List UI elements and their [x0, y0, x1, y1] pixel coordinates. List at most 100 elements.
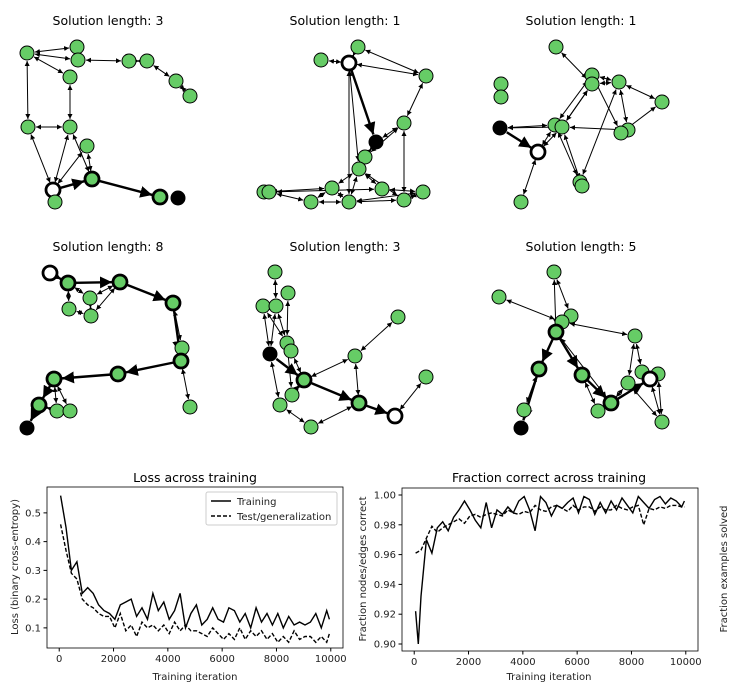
graph-edge: [563, 134, 581, 179]
solution-edge: [99, 179, 153, 198]
plot-frame: [46, 486, 344, 649]
graph-edge: [153, 65, 170, 77]
graph-edge: [276, 192, 304, 202]
legend-label: Test/generalization: [236, 512, 331, 523]
graph-edge: [569, 321, 628, 337]
graph-node: [620, 375, 636, 391]
x-tick-label: 10000: [315, 654, 347, 665]
graph-node: [493, 76, 509, 92]
graph-edge: [551, 279, 559, 325]
plot-frame: [401, 487, 699, 652]
graph-edge: [262, 313, 271, 347]
graph-edge: [556, 279, 569, 309]
graph-edge: [632, 388, 658, 417]
graph-edge: [626, 84, 655, 100]
graph-node: [280, 285, 296, 301]
solution-edge: [366, 403, 388, 415]
x-tick-label: 10000: [670, 657, 702, 668]
graph-edge: [43, 404, 53, 412]
graph-node: [396, 192, 412, 208]
loss-chart: Loss across training Training iteration …: [10, 470, 347, 683]
graph-node: [374, 181, 390, 197]
graph-node: [62, 403, 78, 419]
graph-node: [182, 399, 198, 415]
solution-edge: [125, 361, 174, 376]
graph-edge: [656, 381, 664, 415]
graph-node: [516, 402, 532, 418]
graph-edge: [95, 287, 116, 311]
graph-edge: [635, 343, 642, 365]
graph-edge: [293, 383, 303, 392]
panel-title: Solution length: 3: [290, 239, 401, 254]
y-tick-label: 0.4: [25, 537, 41, 548]
graph-edge: [52, 386, 59, 404]
end-node: [492, 120, 508, 136]
graph-edge: [328, 58, 342, 65]
x-tick-label: 6000: [564, 657, 589, 668]
solution-edge: [559, 338, 579, 369]
graph-edge: [24, 60, 31, 120]
graph-edge: [277, 313, 286, 336]
series-line-training: [414, 494, 686, 645]
graph-edge: [569, 125, 621, 132]
graph-edge: [353, 363, 361, 396]
graph-edge: [350, 176, 358, 195]
graph-node: [341, 194, 357, 210]
graph-edge: [543, 132, 557, 147]
panel-title: Solution length: 1: [290, 13, 401, 28]
solution-edge: [29, 407, 42, 422]
graph-node: [415, 184, 431, 200]
graph-edge: [270, 361, 280, 398]
graph-edge: [272, 279, 279, 299]
graph-node: [654, 414, 670, 430]
x-tick-label: 8000: [619, 657, 644, 668]
path-node: [59, 274, 77, 292]
graph-node: [390, 309, 406, 325]
graph-node: [283, 343, 299, 359]
graph-node: [62, 119, 78, 135]
path-node: [530, 360, 548, 378]
graph-node: [121, 53, 137, 69]
graph-node: [584, 76, 600, 92]
path-node: [547, 323, 565, 341]
graph-node: [303, 194, 319, 210]
end-node: [262, 346, 278, 362]
graph-edge: [599, 80, 612, 86]
graph-edge: [382, 127, 398, 138]
graph-node: [654, 94, 670, 110]
graph-edge: [399, 382, 422, 411]
graph-node: [324, 180, 340, 196]
graph-node: [418, 68, 434, 84]
graph-panel: [492, 39, 670, 210]
graph-node: [139, 53, 155, 69]
graph-edge: [627, 343, 636, 376]
graph-node: [284, 387, 300, 403]
graph-edge: [410, 192, 417, 200]
graph-node: [268, 298, 284, 314]
graph-edge: [173, 310, 182, 341]
graph-node: [83, 308, 99, 324]
graph-edge: [365, 49, 419, 74]
end-node: [170, 190, 186, 206]
graph-node: [261, 184, 277, 200]
graph-edge: [337, 191, 344, 199]
end-node: [19, 420, 35, 436]
series-line-training: [59, 495, 331, 631]
graph-edge: [76, 309, 84, 316]
graph-node: [313, 52, 329, 68]
solution-edge: [506, 131, 532, 149]
graph-node: [357, 149, 373, 165]
graph-edge: [317, 192, 326, 198]
graph-node: [350, 39, 366, 55]
graph-panel: [19, 39, 198, 210]
graph-edge: [582, 89, 617, 175]
graph-edge: [651, 386, 661, 415]
y-tick-label: 0.5: [25, 508, 41, 519]
x-tick-label: 4000: [510, 657, 535, 668]
graph-node: [79, 138, 95, 154]
solution-edge: [60, 178, 85, 191]
graph-edge: [311, 358, 348, 378]
graph-node: [554, 119, 570, 135]
y-tick-label: 0.98: [374, 520, 396, 531]
graph-node: [168, 73, 184, 89]
